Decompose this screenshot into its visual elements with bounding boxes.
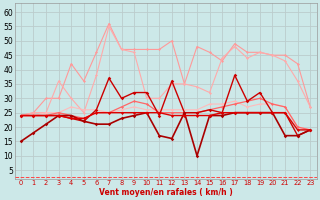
X-axis label: Vent moyen/en rafales ( km/h ): Vent moyen/en rafales ( km/h ) [99,188,232,197]
